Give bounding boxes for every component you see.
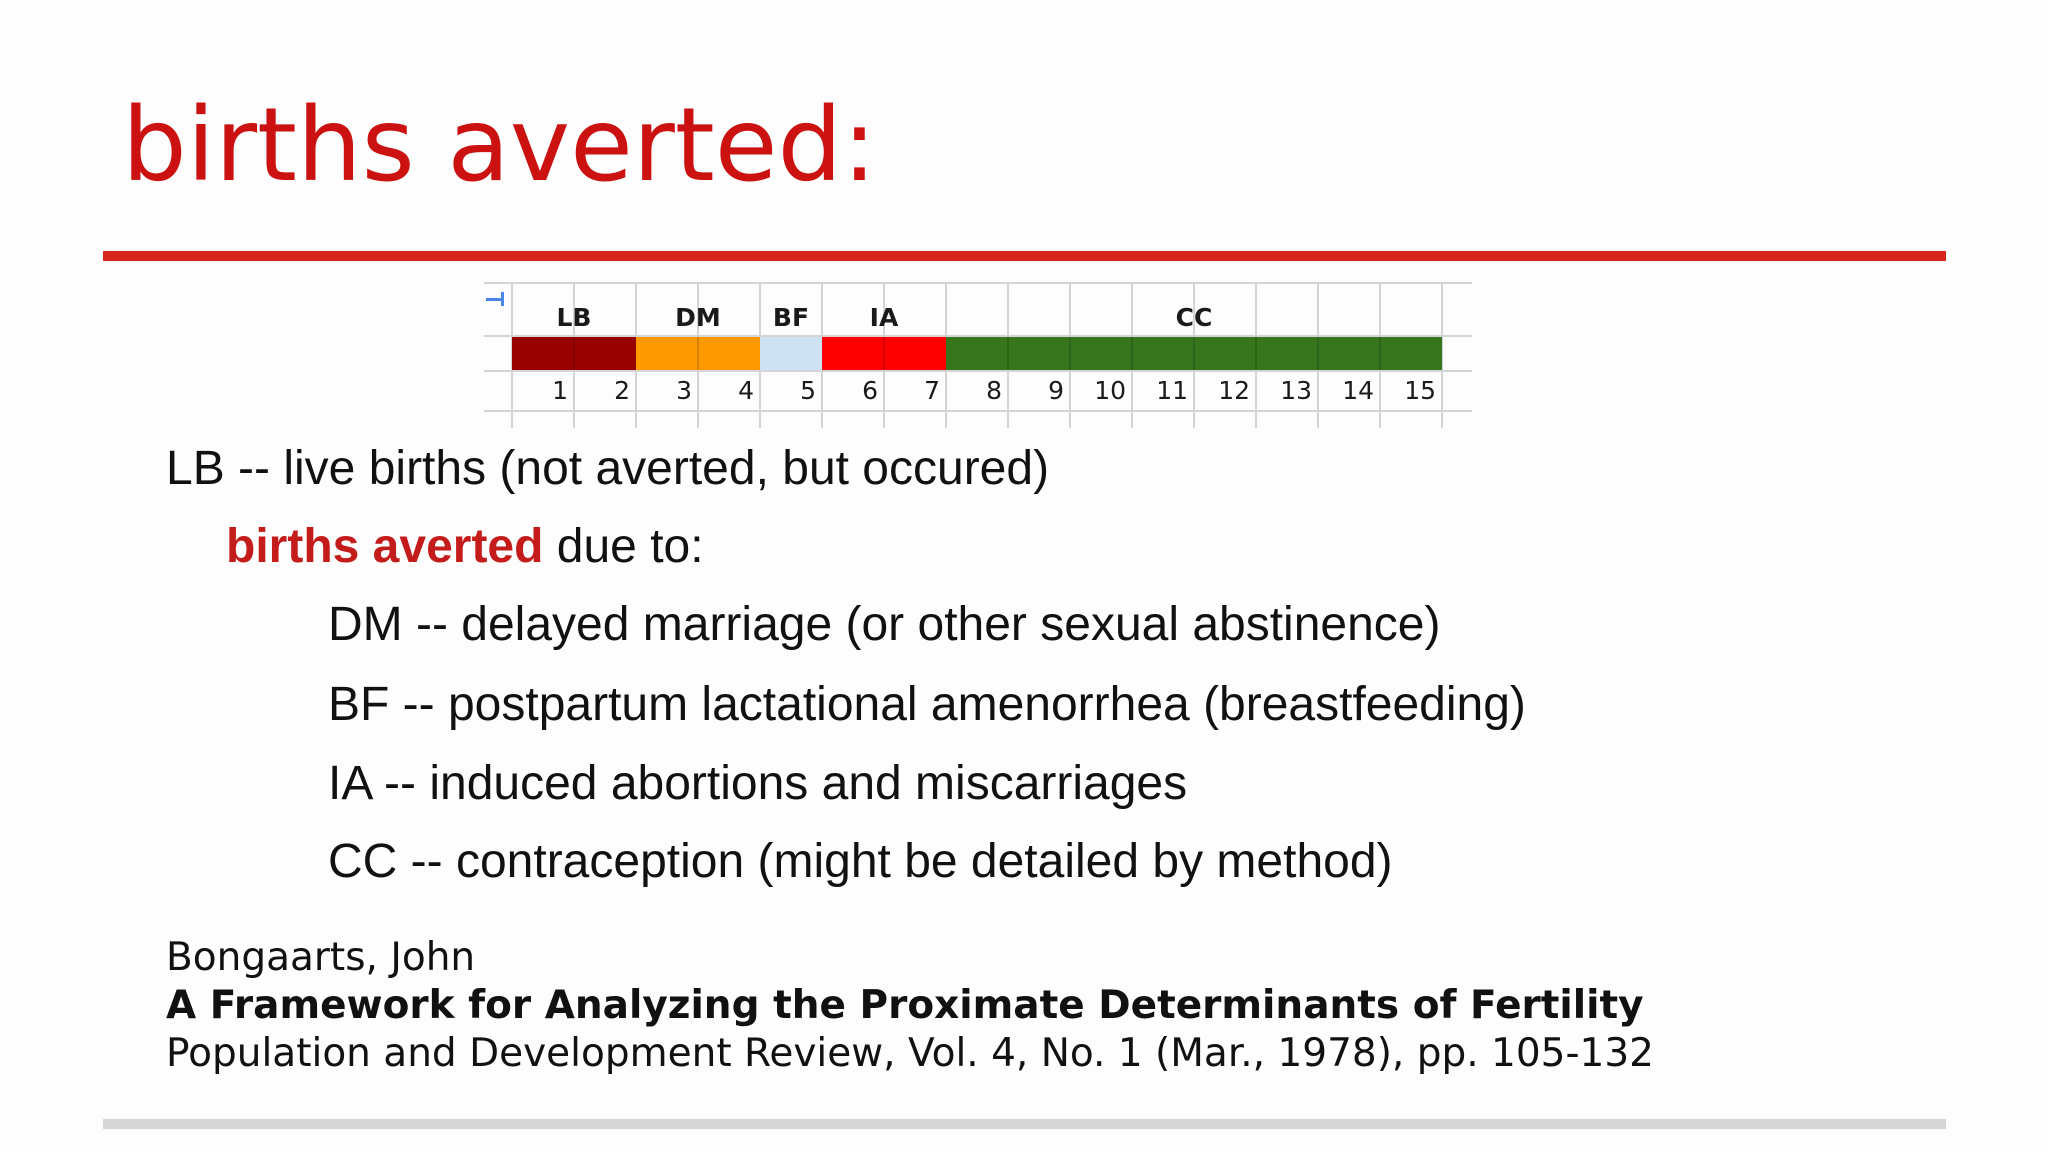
cell-divider <box>1193 337 1195 370</box>
cell-number: 7 <box>924 376 940 405</box>
cell-number: 13 <box>1280 376 1312 405</box>
cell-divider <box>1379 337 1381 370</box>
segment-label-bf: BF <box>772 303 810 332</box>
cell-corner-icon <box>486 292 504 306</box>
cell-number: 15 <box>1404 376 1436 405</box>
grid-hline <box>484 410 1472 412</box>
segment-bar-cc <box>946 337 1442 370</box>
cell-divider <box>697 337 699 370</box>
segment-bar-dm <box>636 337 760 370</box>
averted-highlight: births averted <box>226 520 544 573</box>
grid-hline <box>484 282 1472 284</box>
cell-divider <box>1255 337 1257 370</box>
definition-item-cc: CC -- contraception (might be detailed b… <box>328 835 1393 888</box>
grid-hline <box>484 370 1472 372</box>
segment-bar-lb <box>512 337 636 370</box>
segment-label-ia: IA <box>869 303 899 332</box>
cell-number: 3 <box>676 376 692 405</box>
cell-number: 8 <box>986 376 1002 405</box>
definition-item-ia: IA -- induced abortions and miscarriages <box>328 757 1188 810</box>
reference-author: Bongaarts, John <box>166 935 476 980</box>
reference-source: Population and Development Review, Vol. … <box>166 1031 1654 1076</box>
segment-label-cc: CC <box>1175 303 1213 332</box>
grid-vline <box>1441 282 1443 428</box>
cell-number: 6 <box>862 376 878 405</box>
averted-heading: births averted due to: <box>226 518 704 576</box>
slide-title: births averted: <box>122 86 877 205</box>
segment-label-lb: LB <box>556 303 592 332</box>
cell-number: 9 <box>1048 376 1064 405</box>
spreadsheet-strip: LB DM BF IA CC 1 2 3 4 5 6 7 8 9 10 11 12 13 14 15 <box>484 282 1472 428</box>
footer-divider <box>103 1119 1946 1129</box>
segment-bar-bf <box>760 337 822 370</box>
cell-divider <box>883 337 885 370</box>
cell-divider <box>1317 337 1319 370</box>
title-divider <box>103 251 1946 261</box>
cell-number: 10 <box>1094 376 1126 405</box>
cell-number: 1 <box>552 376 568 405</box>
cell-number: 14 <box>1342 376 1374 405</box>
cell-divider <box>1131 337 1133 370</box>
cell-divider <box>573 337 575 370</box>
cell-divider <box>1007 337 1009 370</box>
cell-number: 11 <box>1156 376 1188 405</box>
cell-number: 2 <box>614 376 630 405</box>
grid-hline <box>484 335 1472 337</box>
definition-item-dm: DM -- delayed marriage (or other sexual … <box>328 598 1441 651</box>
segment-label-dm: DM <box>675 303 721 332</box>
reference-title: A Framework for Analyzing the Proximate … <box>166 983 1644 1028</box>
cell-number: 12 <box>1218 376 1250 405</box>
cell-number: 4 <box>738 376 754 405</box>
lb-definition: LB -- live births (not averted, but occu… <box>166 442 1050 495</box>
definition-item-bf: BF -- postpartum lactational amenorrhea … <box>328 678 1526 731</box>
cell-number: 5 <box>800 376 816 405</box>
segment-bar-ia <box>822 337 946 370</box>
cell-divider <box>1069 337 1071 370</box>
averted-rest: due to: <box>543 520 704 573</box>
